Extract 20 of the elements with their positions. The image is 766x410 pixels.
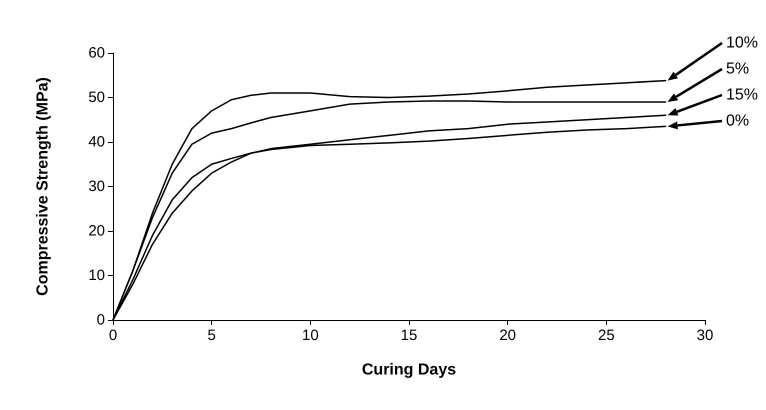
x-tick-label: 0 <box>108 327 118 344</box>
x-tick-label: 10 <box>302 327 319 344</box>
x-tick-label: 15 <box>400 327 418 344</box>
y-axis-title: Compressive Strength (MPa) <box>34 77 52 296</box>
y-tick-label: 10 <box>88 267 105 284</box>
x-tick-label: 5 <box>207 327 216 344</box>
y-tick-label: 0 <box>96 312 105 328</box>
x-axis-title: Curing Days <box>362 362 456 378</box>
legend-label: 0% <box>726 112 750 130</box>
y-tick-label: 60 <box>88 44 105 62</box>
x-tick-label: 20 <box>499 327 516 344</box>
legend-label: 5% <box>726 60 750 78</box>
x-tick-label: 25 <box>598 327 615 344</box>
text: 10% <box>726 34 758 52</box>
y-tick-label: 40 <box>88 134 105 150</box>
x-tick-label: 30 <box>696 327 714 344</box>
legend-label: 15% <box>726 86 758 104</box>
y-tick-label: 50 <box>88 89 105 106</box>
y-tick-label: 30 <box>88 178 105 195</box>
y-tick-label: 20 <box>88 222 105 240</box>
